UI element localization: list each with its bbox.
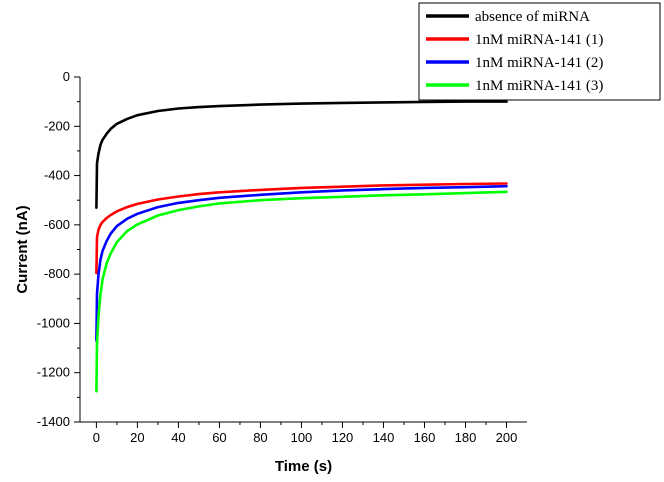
y-tick-label: -800 [44,266,70,281]
x-ticks: 0 20 40 60 80 100 120 140 160 180 200 [93,422,518,445]
legend-label: absence of miRNA [475,9,590,25]
x-tick-label: 80 [253,430,267,445]
y-tick-label: -200 [44,118,70,133]
legend-label: 1nM miRNA-141 (3) [475,78,603,94]
series-line-3 [95,184,508,342]
x-tick-label: 60 [212,430,226,445]
axes: 0 20 40 60 80 100 120 140 160 180 200 0 -200 -400 -60… [37,69,527,445]
y-tick-label: -1200 [37,365,70,380]
y-tick-label: 0 [63,69,70,84]
x-tick-label: 20 [130,430,144,445]
series-line-2 [95,182,508,275]
y-tick-label: -1000 [37,315,70,330]
y-ticks: 0 -200 -400 -600 -800 -1000 -1200 -1400 [37,69,80,429]
plot-lines [95,100,508,393]
y-axis-title: Current (nA) [14,205,31,293]
legend-label: 1nM miRNA-141 (1) [475,32,603,48]
y-tick-label: -400 [44,168,70,183]
x-axis-title: Time (s) [275,458,332,475]
x-tick-label: 160 [414,430,436,445]
x-tick-label: 40 [171,430,185,445]
y-tick-label: -1400 [37,414,70,429]
series-line-1 [95,100,508,209]
x-tick-label: 200 [496,430,518,445]
x-tick-label: 120 [332,430,354,445]
x-tick-label: 140 [373,430,395,445]
y-tick-label: -600 [44,217,70,232]
x-tick-label: 100 [291,430,313,445]
legend: absence of miRNA 1nM miRNA-141 (1) 1nM miR… [418,2,661,101]
x-tick-label: 0 [93,430,100,445]
series-line-4 [95,190,508,393]
legend-label: 1nM miRNA-141 (2) [475,55,603,71]
x-tick-label: 180 [455,430,477,445]
